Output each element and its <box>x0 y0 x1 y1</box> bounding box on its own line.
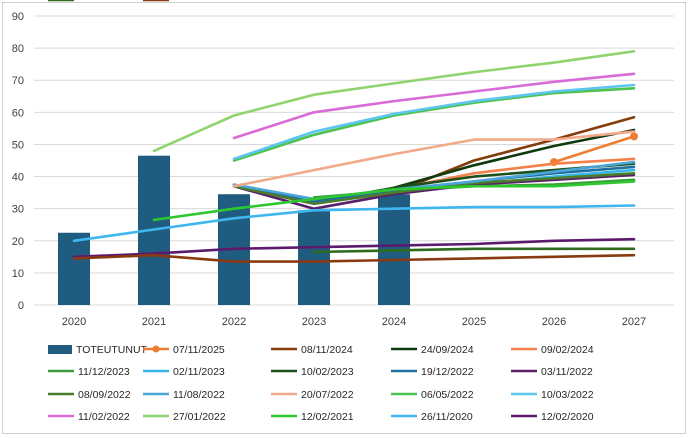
series-line <box>232 160 636 201</box>
y-tick-label: 40 <box>12 172 24 184</box>
y-tick-label: 60 <box>12 107 24 119</box>
y-tick-label: 20 <box>12 236 24 248</box>
x-tick-label: 2027 <box>622 316 646 328</box>
legend-label: 02/11/2023 <box>173 366 225 378</box>
legend-marker <box>152 345 160 353</box>
series-line <box>552 135 636 164</box>
x-tick-label: 2020 <box>62 316 86 328</box>
legend-swatch <box>48 345 72 354</box>
legend-label: 07/11/2025 <box>173 344 225 356</box>
legend-label: 11/08/2022 <box>173 389 225 401</box>
legend-label: 12/02/2020 <box>541 411 594 423</box>
y-tick-label: 30 <box>12 204 24 216</box>
legend-label: 20/07/2022 <box>301 389 354 401</box>
legend-label: 08/09/2022 <box>78 389 131 401</box>
y-tick-label: 50 <box>12 139 24 151</box>
bar <box>298 210 330 305</box>
x-tick-label: 2021 <box>142 316 166 328</box>
legend-label: 10/03/2022 <box>541 389 594 401</box>
series-point <box>630 132 638 141</box>
legend-label: 03/11/2022 <box>541 366 593 378</box>
series-line <box>312 247 636 254</box>
series-line <box>72 253 636 263</box>
legend-label: 30/12/2019 <box>78 0 131 3</box>
chart-frame <box>2 2 686 434</box>
series-line <box>152 180 636 222</box>
series-line <box>232 130 636 188</box>
legend-label: 11/12/2023 <box>78 366 130 378</box>
legend-label: 06/05/2022 <box>421 389 474 401</box>
legend-label: 10/02/2023 <box>301 366 354 378</box>
legend-label: 08/11/2024 <box>301 344 353 356</box>
series-line <box>392 128 636 190</box>
x-tick-label: 2022 <box>222 316 246 328</box>
y-tick-label: 0 <box>18 300 24 312</box>
y-tick-label: 70 <box>12 75 24 87</box>
x-tick-label: 2024 <box>382 316 406 328</box>
legend-label: 09/02/2024 <box>541 344 594 356</box>
legend-label: 27/01/2022 <box>173 411 226 423</box>
series-line <box>232 173 636 210</box>
x-tick-label: 2023 <box>302 316 326 328</box>
y-tick-label: 10 <box>12 268 24 280</box>
y-tick-label: 80 <box>12 43 24 55</box>
series-line <box>72 237 636 259</box>
legend-label: 24/09/2024 <box>421 344 474 356</box>
x-tick-label: 2026 <box>542 316 566 328</box>
series-line <box>232 72 636 140</box>
series-line <box>72 204 636 243</box>
legend-label: 12/02/2021 <box>301 411 354 423</box>
legend-label: 19/12/2022 <box>421 366 474 378</box>
legend-label: 26/11/2020 <box>421 411 473 423</box>
series-line <box>232 83 636 161</box>
series-line <box>152 49 636 153</box>
series-line <box>232 87 636 162</box>
legend-label: TOTEUTUNUT <box>76 344 148 356</box>
legend-label: 11/02/2022 <box>78 411 130 423</box>
legend-label: 17/06/2018 <box>173 0 226 3</box>
y-tick-label: 90 <box>12 11 24 23</box>
x-tick-label: 2025 <box>462 316 486 328</box>
bar <box>58 232 90 305</box>
